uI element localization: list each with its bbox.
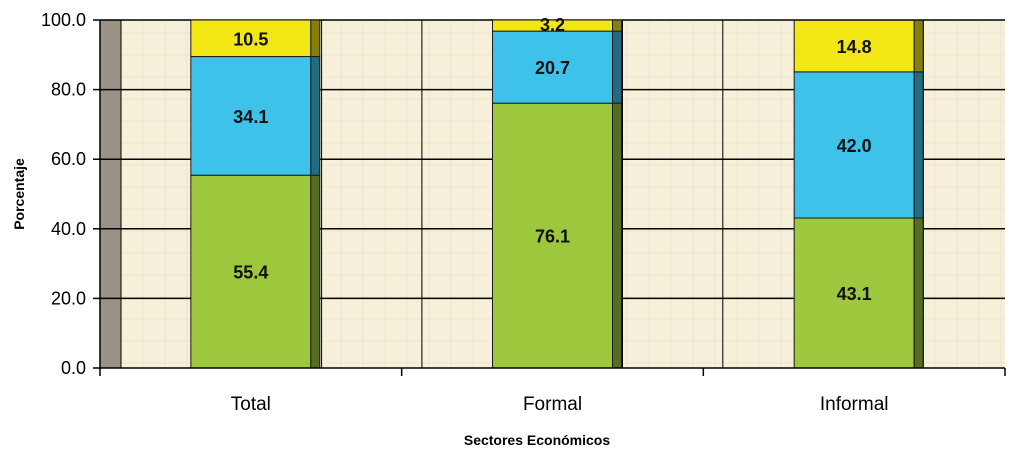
y-tick-label: 60.0: [51, 149, 86, 169]
x-category-label: Formal: [523, 394, 582, 415]
data-label: 20.7: [535, 58, 570, 78]
bar-segment: [793, 71, 915, 219]
bar-segment-side: [913, 71, 924, 219]
x-category-label: Informal: [820, 394, 889, 415]
data-label: 76.1: [535, 227, 570, 247]
bar-segment: [793, 19, 915, 73]
data-label: 55.4: [233, 263, 268, 283]
bar-segment-side: [612, 19, 622, 32]
y-tick-label: 80.0: [51, 80, 86, 100]
y-tick-label: 0.0: [61, 358, 86, 378]
bar-segment: [190, 19, 312, 58]
y-tick-label: 20.0: [51, 288, 86, 308]
data-label: 43.1: [837, 284, 872, 304]
x-category-label: Total: [231, 394, 271, 415]
bar-segment: [190, 174, 312, 369]
data-label: 14.8: [837, 37, 872, 57]
bar-segment-side: [310, 19, 321, 58]
data-label: 3.2: [540, 15, 565, 35]
bar-segment-side: [310, 56, 321, 176]
y-tick-label: 40.0: [51, 219, 86, 239]
bar-segment: [492, 102, 613, 369]
x-axis-title: Sectores Económicos: [464, 432, 610, 448]
data-label: 34.1: [233, 107, 268, 127]
bar-segment-side: [913, 19, 924, 73]
bar-segment: [190, 56, 312, 176]
bar-segment-side: [612, 102, 622, 369]
bar-segment-side: [612, 30, 622, 104]
bar-segment-side: [913, 217, 924, 369]
y-axis-title: Porcentaje: [11, 158, 27, 230]
y-tick-label: 100.0: [41, 10, 86, 30]
plot-side-wall: [100, 20, 121, 368]
data-label: 42.0: [837, 136, 872, 156]
data-label: 10.5: [233, 29, 268, 49]
bar-segment: [793, 217, 915, 369]
bar-segment-side: [310, 174, 321, 369]
